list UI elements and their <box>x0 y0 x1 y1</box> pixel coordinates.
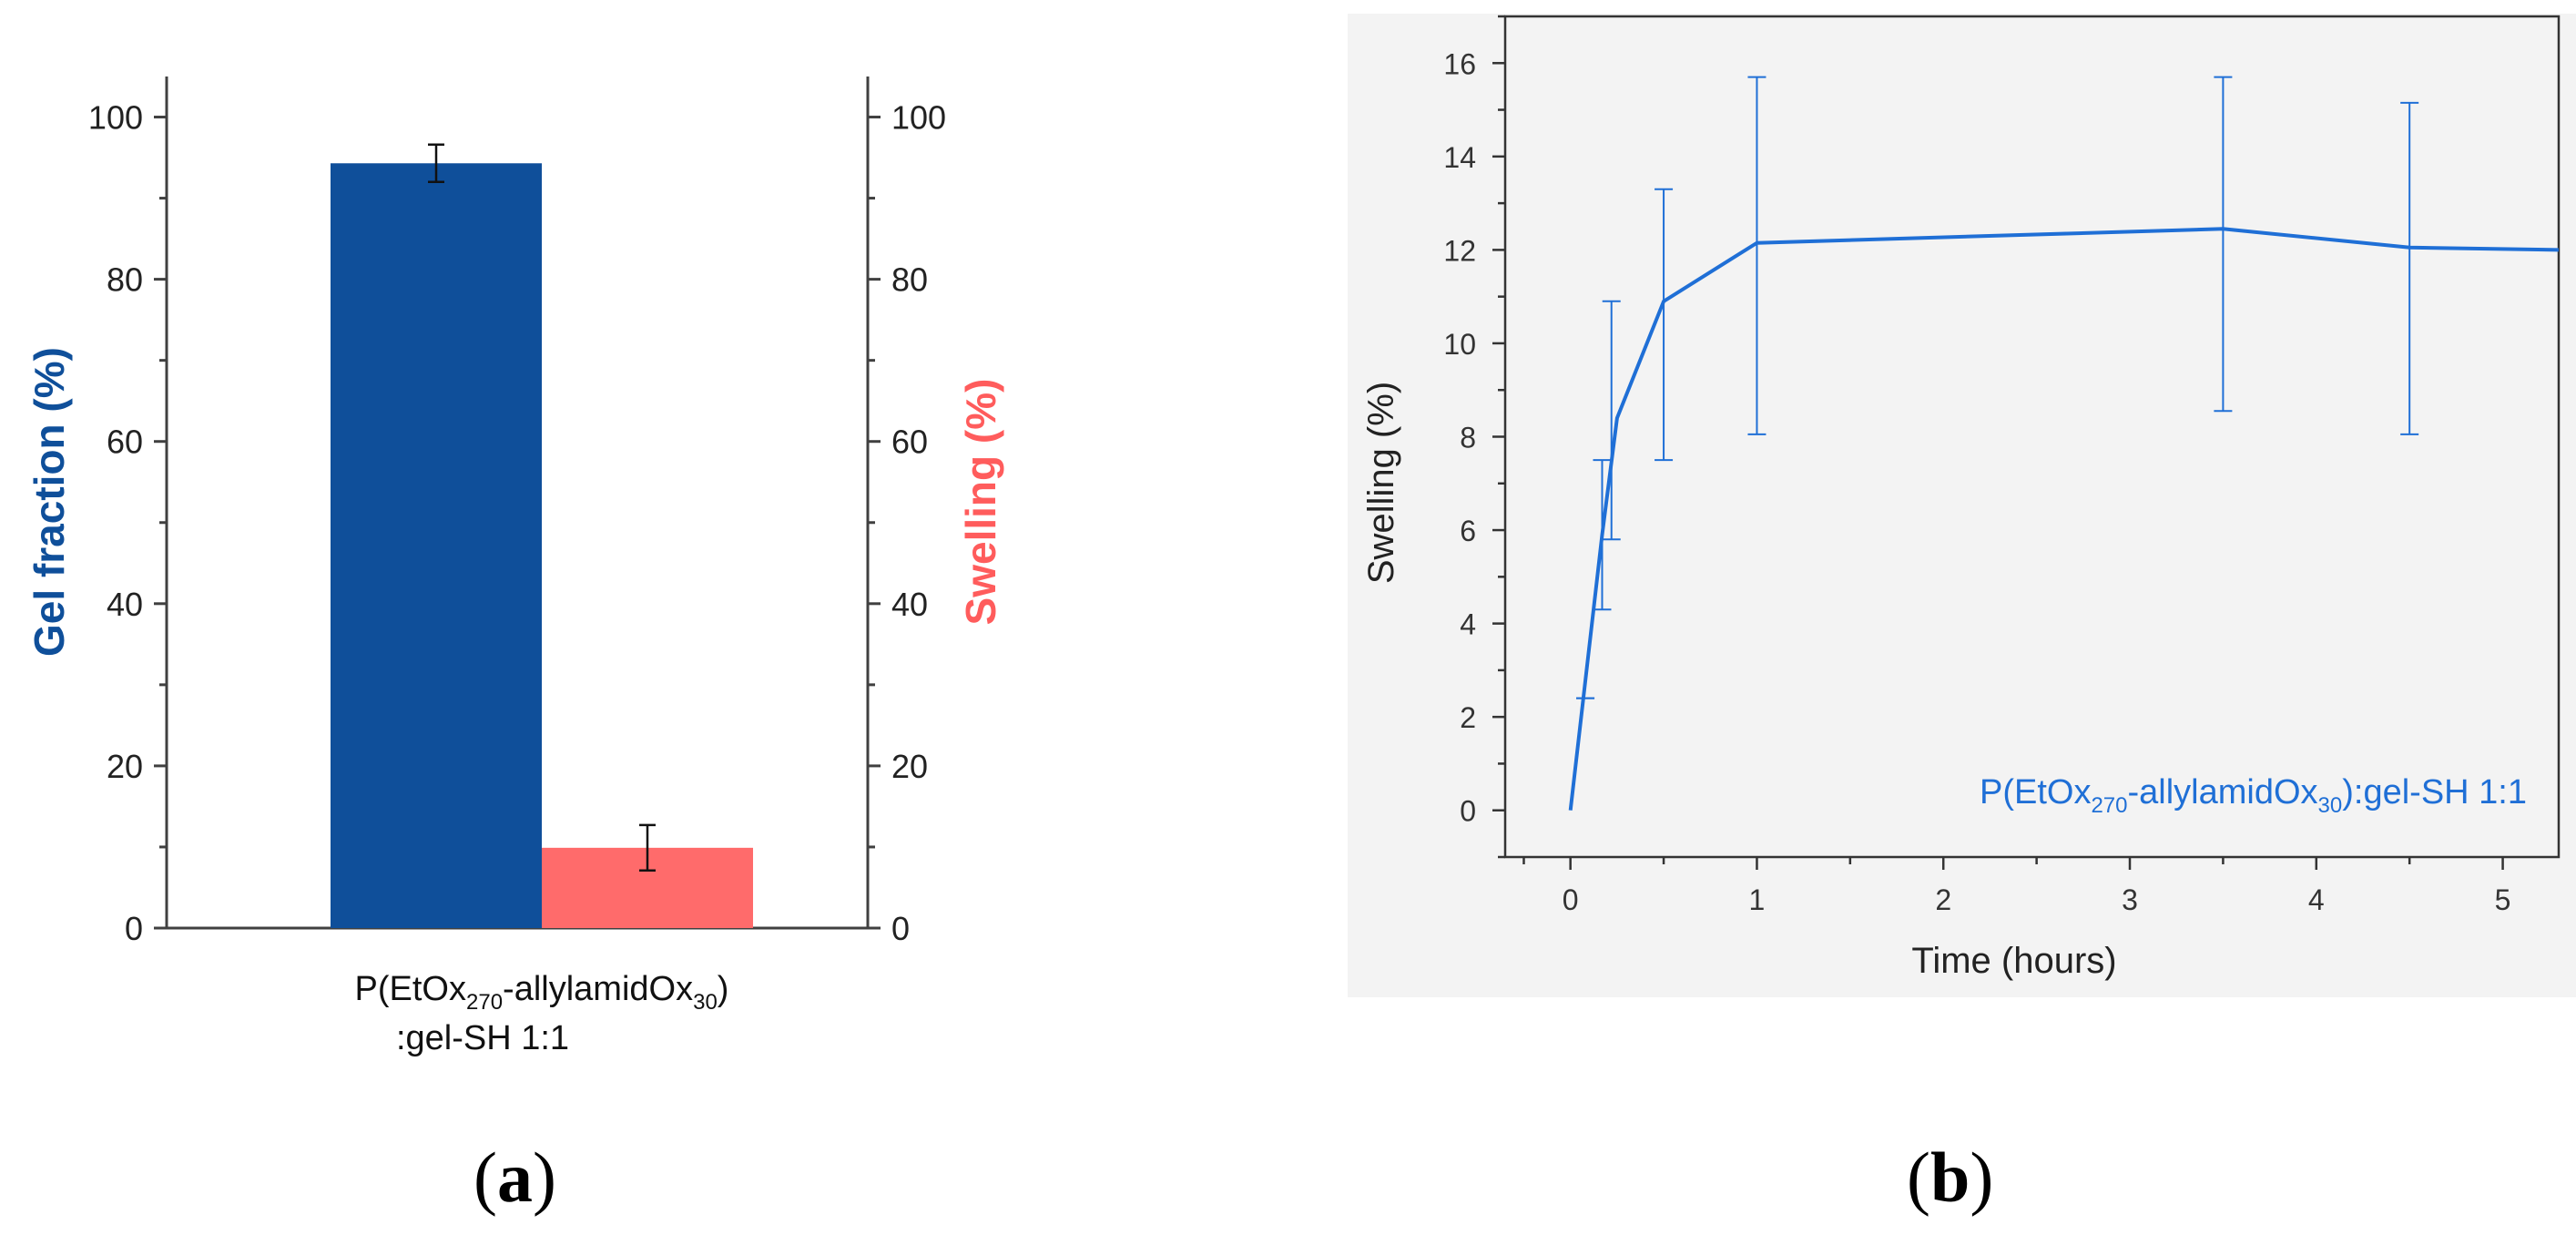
panel-b-x-tick-label: 4 <box>2308 883 2325 916</box>
panel-b-ylabel: Swelling (%) <box>1361 382 1401 584</box>
panel-a-right-tick-label: 20 <box>891 748 928 785</box>
panel-a-axes: 0 0 20 20 40 40 60 60 80 80 100 100 <box>88 77 946 947</box>
panel-a-category-label-line2: :gel-SH 1:1 <box>396 1019 569 1057</box>
panel-b-y-tick-label: 10 <box>1443 328 1476 361</box>
panel-a-right-tick-label: 60 <box>891 424 928 461</box>
gel-fraction-bar <box>331 163 542 928</box>
panel-a-bar-chart: 0 0 20 20 40 40 60 60 80 80 100 100 Gel fraction (%… <box>25 77 1004 1057</box>
panel-b-x-tick-label: 5 <box>2495 883 2511 916</box>
panel-a-ylabel-left: Gel fraction (%) <box>25 347 73 657</box>
panel-a-ylabel-right: Swelling (%) <box>957 379 1004 626</box>
panel-b-y-tick-label: 6 <box>1460 515 1476 547</box>
panel-b-y-tick-label: 4 <box>1460 608 1476 641</box>
panel-a-label: (a) <box>473 1138 556 1217</box>
panel-b-label: (b) <box>1907 1138 1994 1217</box>
panel-b-x-tick-label: 3 <box>2122 883 2138 916</box>
panel-b-x-tick-label: 0 <box>1563 883 1579 916</box>
panel-b-y-tick-label: 8 <box>1460 422 1476 454</box>
panel-a-right-tick-label: 40 <box>891 586 928 623</box>
panel-b-y-tick-label: 2 <box>1460 701 1476 734</box>
panel-b-background <box>1348 14 2576 997</box>
panel-a-category-label-line1: P(EtOx270-allylamidOx30) <box>355 970 729 1015</box>
panel-b-x-tick-label: 2 <box>1935 883 1951 916</box>
panel-b-y-tick-label: 14 <box>1443 141 1476 174</box>
panel-b-x-tick-label: 1 <box>1749 883 1766 916</box>
panel-a-left-tick-label: 20 <box>107 748 143 785</box>
panel-a-left-tick-label: 80 <box>107 261 143 299</box>
panel-a-left-tick-label: 100 <box>88 99 143 137</box>
panel-b-annotation: P(EtOx270-allylamidOx30):gel-SH 1:1 <box>1980 773 2527 818</box>
panel-a-right-tick-label: 0 <box>891 910 910 947</box>
panel-a-right-tick-label: 100 <box>891 99 946 137</box>
panel-b-series-line <box>1568 227 2560 811</box>
panel-a-left-tick-label: 0 <box>125 910 143 947</box>
panel-b-y-tick-label: 12 <box>1443 234 1476 267</box>
panel-b-y-tick-label: 0 <box>1460 795 1476 828</box>
panel-b-xlabel: Time (hours) <box>1911 941 2116 981</box>
panel-a-right-tick-label: 80 <box>891 261 928 299</box>
panel-a-bars <box>331 143 753 928</box>
panel-a-left-tick-label: 60 <box>107 424 143 461</box>
panel-a-left-tick-label: 40 <box>107 586 143 623</box>
panel-b-y-tick-label: 16 <box>1443 47 1476 80</box>
